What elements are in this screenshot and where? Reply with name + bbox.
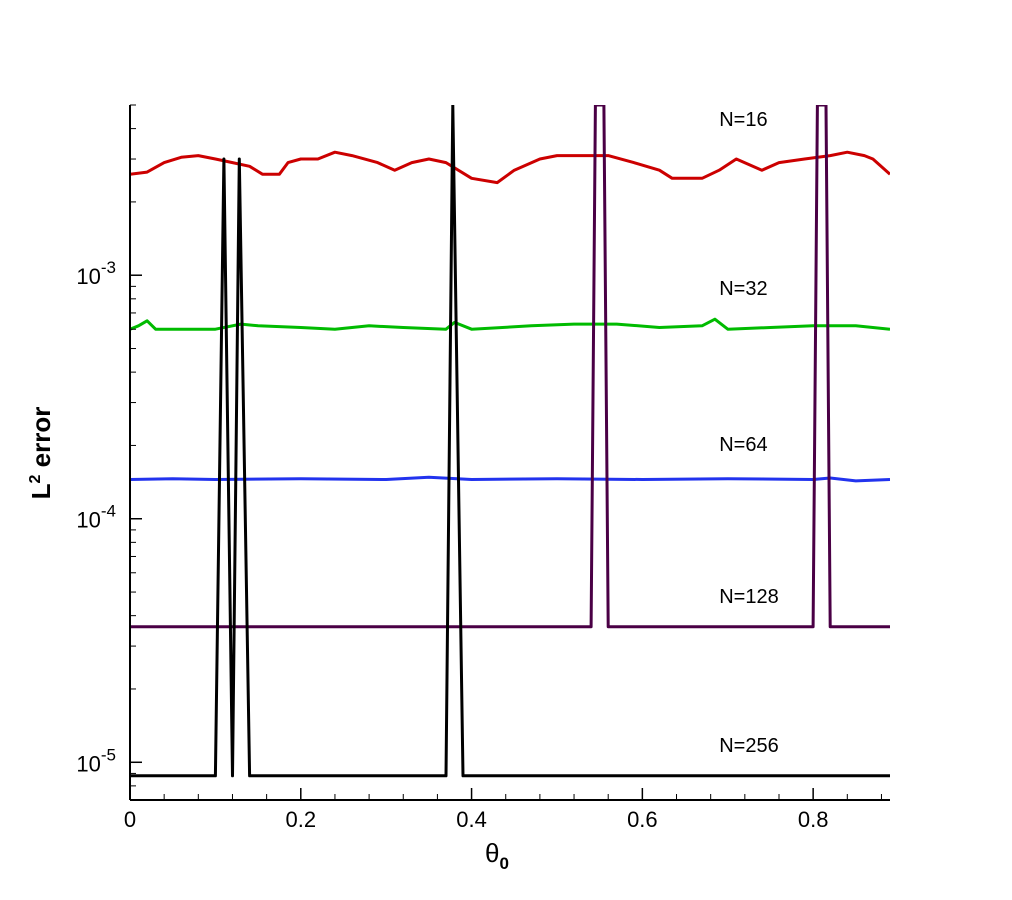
y-axis-title: L2 error (26, 407, 56, 500)
x-tick-label: 0 (124, 807, 136, 832)
x-tick-label: 0.2 (285, 807, 316, 832)
series-line-n-256 (130, 105, 890, 778)
series-line-n-16 (130, 150, 890, 185)
series-label-n-256: N=256 (719, 735, 779, 757)
x-tick-label: 0.4 (456, 807, 487, 832)
y-tick-label: 10-3 (76, 258, 116, 289)
x-axis-title: θ0 (485, 838, 509, 873)
axes-layer: 0 0.2 0.4 0.6 0.8 10-5 10-4 10-3 (76, 104, 890, 832)
y-tick-label: 10-5 (76, 745, 116, 776)
x-tick-label: 0.8 (798, 807, 829, 832)
series-line-n-32 (130, 317, 890, 331)
y-tick-label: 10-4 (76, 502, 116, 533)
series-label-n-128: N=128 (719, 586, 779, 608)
x-tick-label: 0.6 (627, 807, 658, 832)
series-label-n-32: N=32 (719, 278, 767, 300)
series-label-n-16: N=16 (719, 109, 767, 131)
labels-layer: N=16 N=32 N=64 N=128 N=256 (719, 109, 779, 757)
series-line-n-128 (130, 105, 890, 629)
series-label-n-64: N=64 (719, 434, 767, 456)
series-layer (130, 105, 890, 778)
